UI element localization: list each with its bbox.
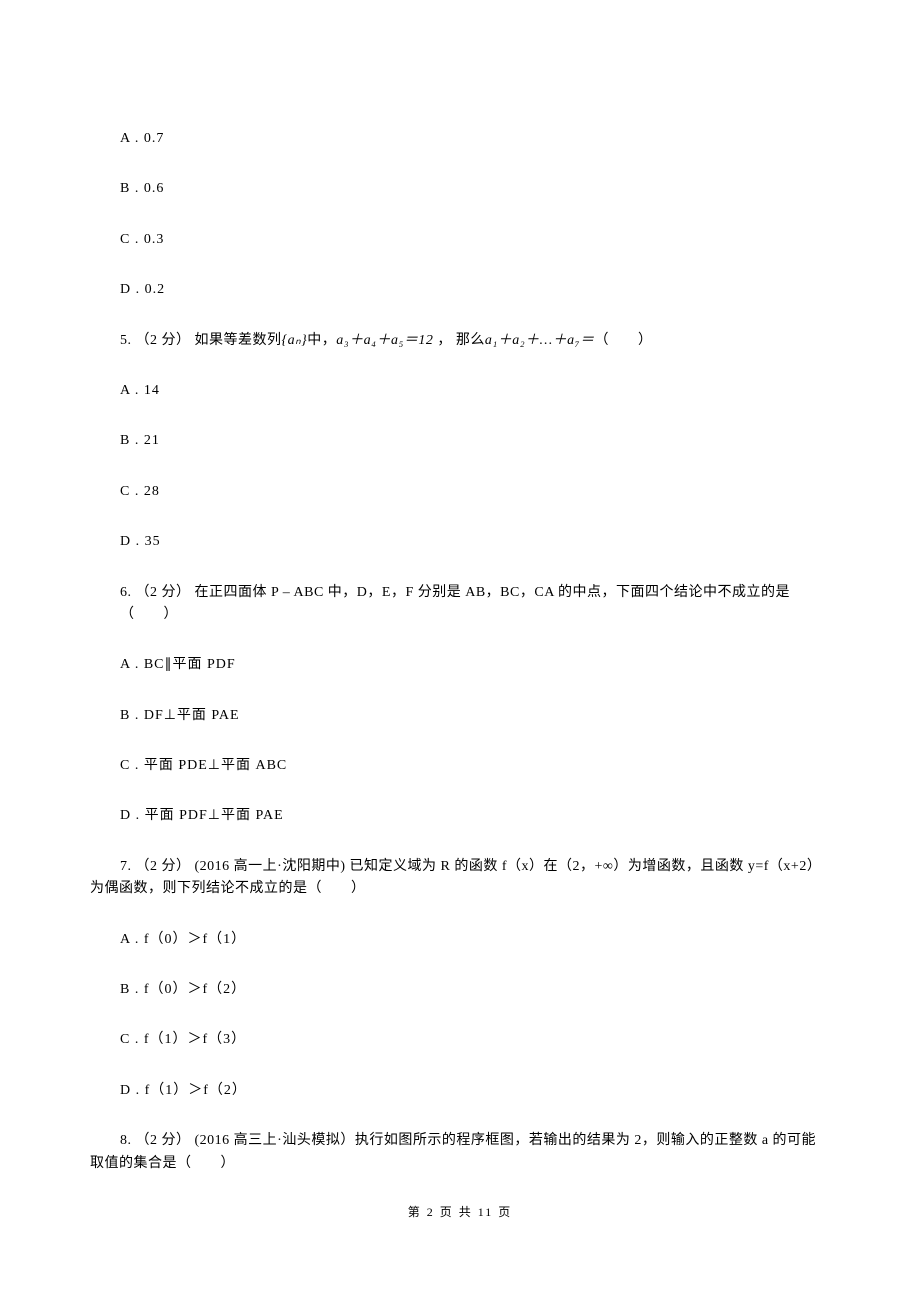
q7-option-d: D . f（1）＞f（2） (120, 1080, 830, 1102)
q8-stem: 8. （2 分） (2016 高三上·汕头模拟）执行如图所示的程序框图，若输出的… (90, 1130, 830, 1175)
q4-option-d: D . 0.2 (120, 279, 830, 301)
q5-mid1: 中， (307, 333, 336, 348)
q5-seq: {aₙ} (282, 333, 308, 348)
q6-option-b: B . DF⊥平面 PAE (120, 705, 830, 727)
q6-option-d: D . 平面 PDF⊥平面 PAE (120, 805, 830, 827)
q5-prefix: 5. （2 分） 如果等差数列 (120, 333, 282, 348)
q5-mid2: ， 那么 (433, 333, 485, 348)
q5-option-c: C . 28 (120, 481, 830, 503)
q6-stem: 6. （2 分） 在正四面体 P – ABC 中，D，E，F 分别是 AB，BC… (120, 582, 830, 627)
q5-option-a: A . 14 (120, 380, 830, 402)
q6-option-c: C . 平面 PDE⊥平面 ABC (120, 755, 830, 777)
q7-option-a: A . f（0）＞f（1） (120, 929, 830, 951)
q7-stem: 7. （2 分） (2016 高一上·沈阳期中) 已知定义域为 R 的函数 f（… (90, 856, 830, 901)
q4-option-a: A . 0.7 (120, 128, 830, 150)
q7-option-b: B . f（0）＞f（2） (120, 979, 830, 1001)
q5-stem: 5. （2 分） 如果等差数列{aₙ}中，a₃＋a₄＋a₅＝12 ， 那么a₁＋… (120, 330, 830, 352)
q6-option-a: A . BC∥平面 PDF (120, 654, 830, 676)
q5-expr2: a₁＋a₂＋…＋a₇＝ (485, 333, 595, 348)
page-footer: 第 2 页 共 11 页 (90, 1203, 830, 1222)
q5-suffix: （ ） (594, 333, 652, 348)
q5-option-b: B . 21 (120, 430, 830, 452)
q7-option-c: C . f（1）＞f（3） (120, 1029, 830, 1051)
q5-expr1: a₃＋a₄＋a₅＝12 (336, 333, 433, 348)
q4-option-c: C . 0.3 (120, 229, 830, 251)
q4-option-b: B . 0.6 (120, 178, 830, 200)
q5-option-d: D . 35 (120, 531, 830, 553)
